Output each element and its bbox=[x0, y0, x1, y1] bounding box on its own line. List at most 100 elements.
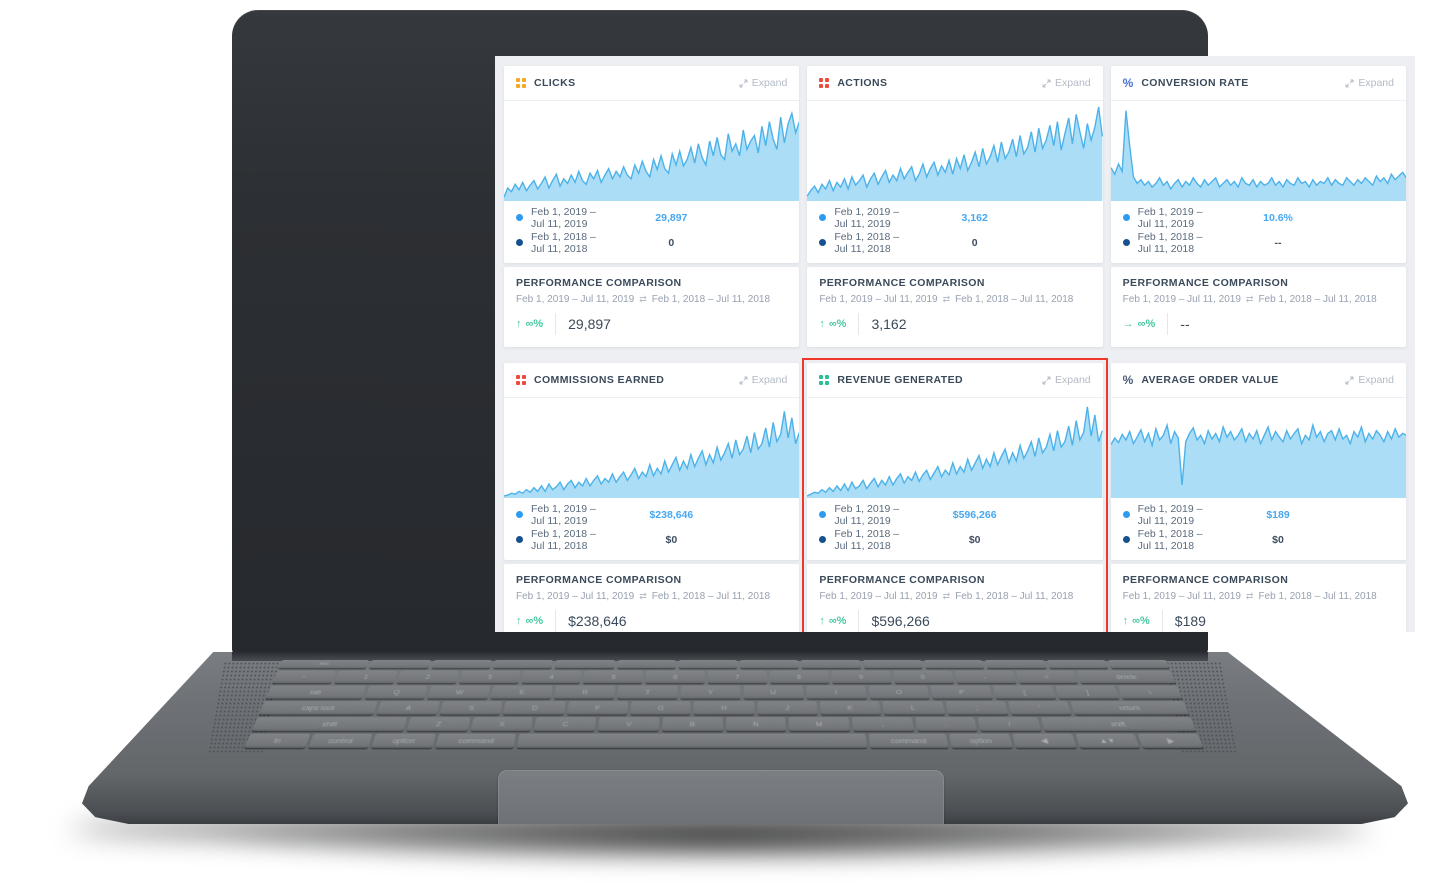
key-blank[interactable]: ▲▼ bbox=[1075, 733, 1140, 748]
key-o[interactable]: O bbox=[868, 685, 930, 699]
legend-row: Feb 1, 2018 – Jul 11, 2018 $0 bbox=[516, 527, 787, 552]
metric-card[interactable]: ACTIONS Expand Feb 1, 2019 – Jul 11, 201… bbox=[807, 66, 1103, 347]
key-l[interactable]: L bbox=[882, 701, 945, 715]
key-j[interactable]: J bbox=[756, 701, 818, 715]
expand-button[interactable]: Expand bbox=[1345, 374, 1394, 386]
key-blank[interactable] bbox=[678, 660, 738, 669]
expand-button[interactable]: Expand bbox=[1345, 77, 1394, 89]
key-blank[interactable]: . bbox=[914, 717, 978, 731]
key-e[interactable]: E bbox=[490, 685, 554, 699]
key-blank[interactable] bbox=[369, 660, 431, 669]
metric-card[interactable]: % CONVERSION RATE Expand Feb 1, 2019 – J… bbox=[1110, 66, 1406, 347]
metric-card[interactable]: COMMISSIONS EARNED Expand Feb 1, 2019 – … bbox=[504, 363, 800, 632]
key-blank[interactable] bbox=[616, 660, 676, 669]
key-w[interactable]: W bbox=[427, 685, 491, 699]
key-blank[interactable]: \ bbox=[1117, 685, 1183, 699]
key-b[interactable]: B bbox=[661, 717, 723, 731]
key-r[interactable]: R bbox=[554, 685, 616, 699]
key-s[interactable]: S bbox=[439, 701, 503, 715]
key-blank[interactable] bbox=[554, 660, 615, 669]
key-f[interactable]: F bbox=[566, 701, 629, 715]
key-v[interactable]: V bbox=[597, 717, 660, 731]
performance-ranges: Feb 1, 2019 – Jul 11, 2019 ⇄ Feb 1, 2018… bbox=[1123, 591, 1394, 602]
key-blank[interactable] bbox=[493, 660, 554, 669]
key-blank[interactable] bbox=[431, 660, 492, 669]
key-d[interactable]: D bbox=[503, 701, 566, 715]
key-t[interactable]: T bbox=[617, 685, 678, 699]
key-blank[interactable]: - bbox=[953, 670, 1016, 684]
key-blank[interactable] bbox=[740, 660, 799, 669]
key-a[interactable]: A bbox=[376, 701, 441, 715]
key-blank[interactable]: = bbox=[1015, 670, 1079, 684]
expand-button[interactable]: Expand bbox=[739, 77, 787, 89]
metric-card[interactable]: % AVERAGE ORDER VALUE Expand Feb 1, 2019… bbox=[1110, 363, 1406, 632]
key-4[interactable]: 4 bbox=[521, 670, 582, 684]
key-1[interactable]: 1 bbox=[334, 670, 398, 684]
key-3[interactable]: 3 bbox=[458, 670, 521, 684]
legend-dot-icon bbox=[819, 511, 827, 518]
key-blank[interactable] bbox=[923, 660, 985, 669]
key-q[interactable]: Q bbox=[364, 685, 429, 699]
key-option[interactable]: option bbox=[371, 733, 436, 748]
key-5[interactable]: 5 bbox=[583, 670, 644, 684]
key-z[interactable]: Z bbox=[406, 717, 471, 731]
key-tab[interactable]: tab bbox=[265, 685, 366, 699]
key-blank[interactable]: ' bbox=[1007, 701, 1072, 715]
key-i[interactable]: I bbox=[805, 685, 867, 699]
key-blank[interactable] bbox=[801, 660, 861, 669]
key-u[interactable]: U bbox=[743, 685, 804, 699]
key-m[interactable]: M bbox=[788, 717, 851, 731]
key-return[interactable]: return bbox=[1070, 701, 1190, 715]
key-9[interactable]: 9 bbox=[830, 670, 892, 684]
range-b: Feb 1, 2018 – Jul 11, 2018 bbox=[1258, 294, 1377, 305]
key-n[interactable]: N bbox=[725, 717, 787, 731]
key-g[interactable]: G bbox=[630, 701, 692, 715]
key-blank[interactable]: ] bbox=[1055, 685, 1120, 699]
expand-button[interactable]: Expand bbox=[739, 374, 787, 386]
key-2[interactable]: 2 bbox=[396, 670, 459, 684]
key-control[interactable]: control bbox=[308, 733, 373, 748]
key-command[interactable]: command bbox=[435, 733, 517, 748]
key-h[interactable]: H bbox=[693, 701, 755, 715]
key-x[interactable]: X bbox=[470, 717, 534, 731]
legend-dot-icon bbox=[819, 214, 827, 221]
trackpad[interactable] bbox=[498, 770, 944, 824]
key-blank[interactable]: ◀ bbox=[1012, 733, 1077, 748]
metric-card[interactable]: REVENUE GENERATED Expand Feb 1, 2019 – J… bbox=[802, 358, 1108, 632]
key-shift[interactable]: shift bbox=[1040, 717, 1197, 731]
stat-divider bbox=[1167, 313, 1169, 335]
key-blank[interactable] bbox=[1107, 660, 1170, 669]
key-blank[interactable] bbox=[517, 733, 868, 748]
key-fn[interactable]: fn bbox=[244, 733, 311, 748]
key-8[interactable]: 8 bbox=[769, 670, 830, 684]
key-blank[interactable] bbox=[1046, 660, 1108, 669]
key-caps-lock[interactable]: caps lock bbox=[258, 701, 378, 715]
dashboard-card-grid: CLICKS Expand Feb 1, 2019 – Jul 11, 2019… bbox=[504, 66, 1406, 632]
key-blank[interactable]: [ bbox=[992, 685, 1057, 699]
key-p[interactable]: P bbox=[930, 685, 994, 699]
key-c[interactable]: C bbox=[534, 717, 597, 731]
legend-value: -- bbox=[1274, 236, 1282, 249]
key-blank[interactable]: , bbox=[851, 717, 914, 731]
key-shift[interactable]: shift bbox=[251, 717, 408, 731]
metric-card[interactable]: CLICKS Expand Feb 1, 2019 – Jul 11, 2019… bbox=[504, 66, 800, 347]
expand-button[interactable]: Expand bbox=[1042, 77, 1091, 89]
key-blank[interactable] bbox=[862, 660, 923, 669]
legend-label: Feb 1, 2019 – Jul 11, 2019 bbox=[531, 205, 596, 230]
key-command[interactable]: command bbox=[868, 733, 950, 748]
key-blank[interactable] bbox=[985, 660, 1047, 669]
key-6[interactable]: 6 bbox=[645, 670, 705, 684]
key-blank[interactable]: ▶ bbox=[1137, 733, 1204, 748]
expand-button[interactable]: Expand bbox=[1042, 374, 1091, 386]
key-blank[interactable]: ~ bbox=[272, 670, 336, 684]
key-blank[interactable]: / bbox=[977, 717, 1042, 731]
expand-label: Expand bbox=[1055, 374, 1091, 386]
key-delete[interactable]: delete bbox=[1076, 670, 1176, 684]
key-blank[interactable]: ; bbox=[945, 701, 1009, 715]
key-esc[interactable]: esc bbox=[278, 660, 370, 669]
key-y[interactable]: Y bbox=[680, 685, 741, 699]
key-option[interactable]: option bbox=[949, 733, 1013, 748]
key-k[interactable]: K bbox=[819, 701, 882, 715]
key-0[interactable]: 0 bbox=[892, 670, 954, 684]
key-7[interactable]: 7 bbox=[707, 670, 767, 684]
